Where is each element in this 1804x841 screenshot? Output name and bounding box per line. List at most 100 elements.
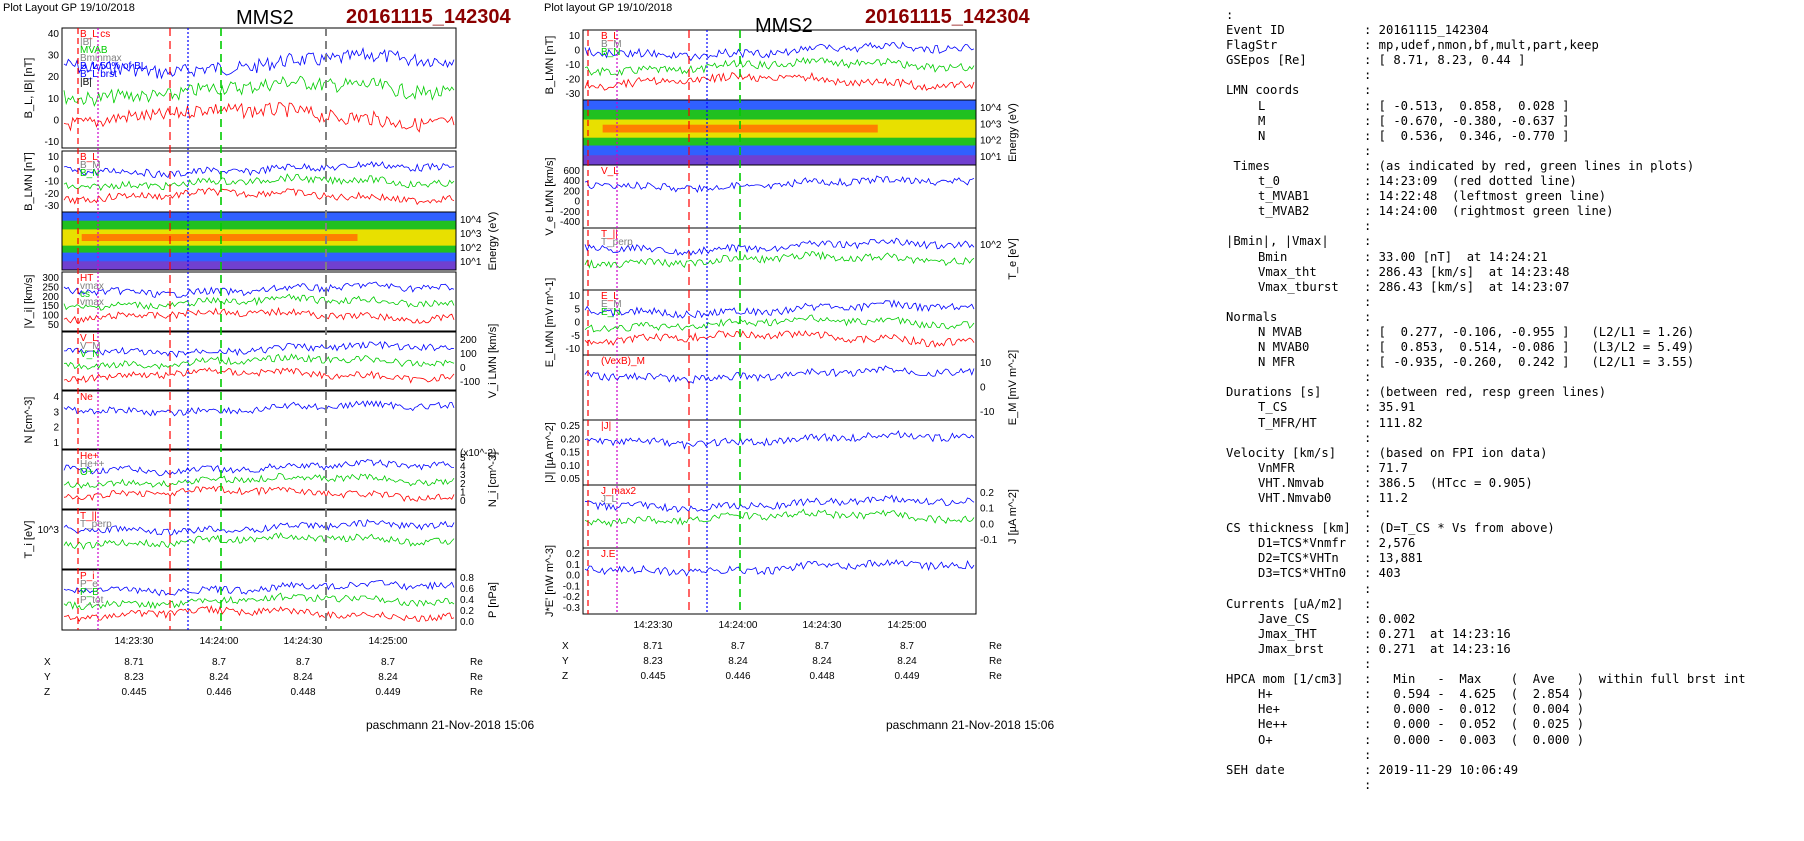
left-plot-title: MMS2 [236, 7, 294, 29]
left-left-tick: 10^3 [38, 525, 60, 536]
info-row: He+: 0.000 - 0.012 ( 0.004 ) [1226, 702, 1746, 717]
info-row: : [1226, 68, 1746, 83]
info-key: CS thickness [km] [1226, 521, 1351, 536]
left-trace-6-2 [63, 485, 455, 502]
info-row: : [1226, 657, 1746, 672]
info-key: Event ID [1226, 23, 1285, 38]
left-left-tick: 10 [48, 94, 60, 105]
mid-left-tick: 10 [569, 291, 581, 302]
mid-legend-entry: E_L [601, 291, 619, 302]
left-left-tick: 4 [53, 392, 59, 403]
left-legend-entry: P_i [80, 571, 94, 582]
info-row: VHT.Nmvab: 386.5 (HTcc = 0.905) [1226, 476, 1746, 491]
mid-pos-value: 0.449 [894, 671, 919, 682]
left-scale-note: (x10^-2) [460, 448, 496, 459]
left-right-tick: 10^2 [460, 243, 482, 254]
left-right-tick: 3 [460, 470, 466, 481]
left-plot-header: Plot Layout GP 19/10/2018 [3, 2, 135, 14]
info-row: : [1226, 8, 1746, 23]
info-value: : [1364, 370, 1372, 385]
info-key: N MVAB0 [1258, 340, 1310, 355]
info-row: D2=TCS*VHTn: 13,881 [1226, 551, 1746, 566]
info-row: D1=TCS*Vnmfr: 2,576 [1226, 536, 1746, 551]
info-value: : 0.000 - 0.052 ( 0.025 ) [1364, 717, 1585, 732]
mid-legend-entry: J_max2 [601, 486, 636, 497]
left-right-tick: 1 [460, 487, 466, 498]
left-time-tick: 14:23:30 [115, 636, 154, 647]
mid-pos-unit: Re [989, 671, 1002, 682]
info-value: : [ -0.935, -0.260, 0.242 ] (L2/L1 = 3.5… [1364, 355, 1695, 370]
mid-trace-7-0 [584, 494, 975, 513]
mid-ylabel: E_M [mV m^-2] [1007, 350, 1019, 425]
mid-plot-footer: paschmann 21-Nov-2018 15:06 [886, 718, 1055, 732]
mid-left-tick: -0.3 [563, 603, 581, 614]
info-key: |Bmin|, |Vmax| [1226, 234, 1329, 249]
mid-right-tick: 10^1 [980, 152, 1002, 163]
mid-left-tick: 0 [574, 46, 580, 57]
mid-left-tick: -200 [560, 207, 580, 218]
left-time-tick: 14:24:30 [284, 636, 323, 647]
mid-panel-frame-0 [582, 29, 977, 101]
left-panel-frame-1 [61, 150, 457, 213]
left-trace-3-1 [63, 293, 455, 311]
info-key: N MFR [1258, 355, 1295, 370]
left-trace-6-0 [63, 459, 455, 477]
info-row: t_0: 14:23:09 (red dotted line) [1226, 174, 1746, 189]
mid-trace-2-0 [584, 175, 975, 193]
left-right-tick: 10^4 [460, 215, 482, 226]
left-trace-3-0 [63, 281, 455, 299]
left-right-tick: 0.0 [460, 617, 474, 628]
info-row: t_MVAB1: 14:22:48 (leftmost green line) [1226, 189, 1746, 204]
mid-ylabel: B_LMN [nT] [544, 36, 556, 95]
info-value: : 0.000 - 0.012 ( 0.004 ) [1364, 702, 1585, 717]
info-key: T_MFR/HT [1258, 415, 1317, 430]
info-key: N MVAB [1258, 324, 1303, 339]
mid-spectrogram-low [583, 155, 976, 165]
info-value: : [ 0.536, 0.346, -0.770 ] [1364, 128, 1570, 143]
left-right-tick: 0.8 [460, 573, 474, 584]
info-row: : [1226, 144, 1746, 159]
mid-left-tick: 10 [569, 31, 581, 42]
info-value: : 0.594 - 4.625 ( 2.854 ) [1364, 687, 1585, 702]
left-left-tick: 20 [48, 72, 60, 83]
mid-legend-entry: (VexB)_M [601, 356, 645, 367]
left-panel-frame-2 [61, 211, 457, 271]
left-legend-entry: P_B [80, 587, 99, 598]
info-row: Durations [s]: (between red, resp green … [1226, 385, 1746, 400]
left-legend-entry: T_perp [80, 519, 112, 530]
mid-pos-value: 8.7 [900, 641, 914, 652]
left-left-tick: -30 [45, 201, 60, 212]
left-left-tick: 2 [53, 423, 59, 434]
mid-left-tick: 400 [563, 176, 580, 187]
mid-trace-4-0 [584, 299, 975, 319]
info-key: Jmax_THT [1258, 626, 1317, 641]
info-value: : 14:22:48 (leftmost green line) [1364, 189, 1607, 204]
mid-right-tick: 0 [980, 383, 986, 394]
mid-trace-4-1 [584, 314, 975, 333]
mid-time-tick: 14:23:30 [634, 620, 673, 631]
left-legend-entry: HT [80, 273, 93, 284]
left-trace-0-0 [63, 47, 455, 80]
mid-pos-value: 8.23 [643, 656, 663, 667]
info-key: L [1258, 98, 1266, 113]
info-key: Times [1226, 158, 1271, 173]
mid-left-tick: -0.1 [563, 581, 581, 592]
mid-left-tick: 0 [574, 197, 580, 208]
info-value: : [1364, 581, 1372, 596]
left-panel-frame-4 [61, 331, 457, 391]
info-key: Velocity [km/s] [1226, 445, 1337, 460]
info-row: Vmax_tburst: 286.43 [km/s] at 14:23:07 [1226, 280, 1746, 295]
left-pos-value: 8.24 [378, 672, 398, 683]
left-legend-entry: B_L brst [80, 69, 117, 80]
mid-legend-entry: E_M [601, 299, 622, 310]
left-right-tick: 200 [460, 335, 477, 346]
info-value: : (as indicated by red, green lines in p… [1364, 158, 1695, 173]
left-pos-unit: Re [470, 657, 483, 668]
info-key: VHT.Nmvab [1258, 475, 1325, 490]
left-spectrogram-low [62, 261, 456, 270]
mid-left-tick: 5 [574, 304, 580, 315]
left-legend-entry: cs [80, 289, 90, 300]
info-value: : [ -0.513, 0.858, 0.028 ] [1364, 98, 1570, 113]
left-trace-1-0 [63, 161, 455, 179]
info-value: : [1364, 219, 1372, 234]
